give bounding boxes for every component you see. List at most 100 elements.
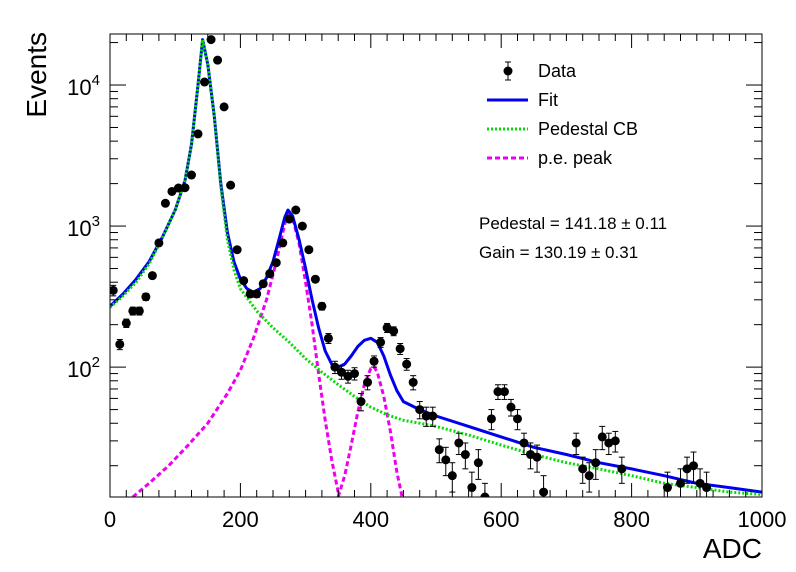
data-point xyxy=(134,306,144,316)
data-point xyxy=(284,214,294,224)
legend-entry-p-e-peak: p.e. peak xyxy=(487,148,613,168)
data-point xyxy=(297,221,307,231)
x-tick-label: 1000 xyxy=(738,507,787,532)
data-point xyxy=(330,360,340,375)
data-point xyxy=(447,462,457,493)
data-point xyxy=(115,338,125,351)
data-point xyxy=(421,406,431,427)
data-point xyxy=(578,456,588,484)
x-tick-label: 800 xyxy=(613,507,650,532)
data-point xyxy=(252,289,262,299)
data-point xyxy=(591,449,601,480)
data-point xyxy=(376,337,386,348)
data-point xyxy=(160,198,170,208)
data-point xyxy=(121,318,131,328)
data-point xyxy=(597,425,607,451)
data-point xyxy=(519,432,529,456)
data-point xyxy=(110,284,118,297)
data-point xyxy=(539,475,549,497)
data-point xyxy=(356,393,366,412)
x-tick-label: 0 xyxy=(104,507,116,532)
legend-entry-fit: Fit xyxy=(487,90,558,110)
data-point xyxy=(460,442,470,470)
data-point xyxy=(350,367,359,381)
data-point xyxy=(395,343,405,355)
curves-layer xyxy=(110,38,762,497)
legend-label: Data xyxy=(538,61,577,81)
y-tick-label: 104 xyxy=(67,72,100,100)
data-point xyxy=(141,292,151,302)
x-tick-label: 400 xyxy=(352,507,389,532)
data-point xyxy=(265,269,275,279)
y-tick-label: 103 xyxy=(67,213,100,241)
data-point xyxy=(454,432,464,456)
legend-label: p.e. peak xyxy=(538,148,613,168)
data-point xyxy=(506,398,516,417)
data-point xyxy=(232,245,242,255)
data-point xyxy=(389,326,399,337)
pedestal-annotation: Pedestal = 141.18 ± 0.11 xyxy=(479,214,667,233)
data-point xyxy=(219,102,229,112)
y-tick-label: 102 xyxy=(67,354,100,382)
legend-entry-pedestal-cb: Pedestal CB xyxy=(487,119,638,139)
data-point xyxy=(173,183,183,193)
data-point xyxy=(226,180,236,190)
data-point xyxy=(702,471,712,497)
data-point xyxy=(513,409,522,431)
data-point xyxy=(689,451,699,484)
data-point xyxy=(200,77,210,87)
x-axis-label: ADC xyxy=(703,533,762,564)
data-point xyxy=(245,289,255,299)
legend-label: Pedestal CB xyxy=(538,119,638,139)
data-point xyxy=(278,238,288,248)
data-point xyxy=(239,276,249,286)
data-point xyxy=(610,430,620,453)
data-point xyxy=(467,471,477,497)
data-point xyxy=(662,471,672,497)
legend-entry-data: Data xyxy=(503,61,577,81)
annotations: Pedestal = 141.18 ± 0.11 Gain = 130.19 ± … xyxy=(479,214,667,262)
data-point xyxy=(532,444,542,473)
data-point xyxy=(617,456,627,484)
data-point xyxy=(213,55,223,65)
data-point xyxy=(271,258,281,268)
curve-p-e-peak xyxy=(131,209,340,497)
data-point xyxy=(291,205,301,215)
points-layer xyxy=(110,35,712,497)
data-point xyxy=(187,170,196,180)
x-tick-label: 200 xyxy=(222,507,259,532)
data-point xyxy=(193,129,203,139)
data-point xyxy=(180,183,190,193)
data-point xyxy=(363,375,373,391)
data-point xyxy=(493,384,503,400)
data-point xyxy=(258,279,268,289)
plot-frame xyxy=(109,33,763,498)
data-point xyxy=(415,401,425,420)
legend: Data Fit Pedestal CB p.e. peak xyxy=(487,61,638,168)
data-point xyxy=(571,432,581,456)
gain-annotation: Gain = 130.19 ± 0.31 xyxy=(479,243,638,262)
data-point xyxy=(402,358,412,371)
x-tick-label: 600 xyxy=(483,507,520,532)
data-point xyxy=(499,384,509,400)
data-point xyxy=(154,238,164,248)
data-point xyxy=(310,274,320,284)
data-point xyxy=(473,449,483,480)
data-point xyxy=(336,365,346,380)
curve-pedestal-cb xyxy=(110,38,762,496)
ticks-layer: 0 200 400 600 800 1000 102 103 104 xyxy=(67,34,786,532)
data-point xyxy=(584,462,594,493)
data-point xyxy=(128,306,138,316)
y-axis-label: Events xyxy=(21,32,52,118)
data-point xyxy=(428,406,438,427)
curve-p-e-peak-2 xyxy=(336,365,404,497)
data-point xyxy=(441,446,451,477)
data-point xyxy=(304,245,314,255)
data-point xyxy=(369,355,379,368)
data-point xyxy=(317,301,327,311)
data-point xyxy=(486,409,496,431)
legend-label: Fit xyxy=(538,90,558,110)
data-point xyxy=(434,438,444,464)
data-point xyxy=(323,333,333,345)
data-point xyxy=(147,271,157,281)
